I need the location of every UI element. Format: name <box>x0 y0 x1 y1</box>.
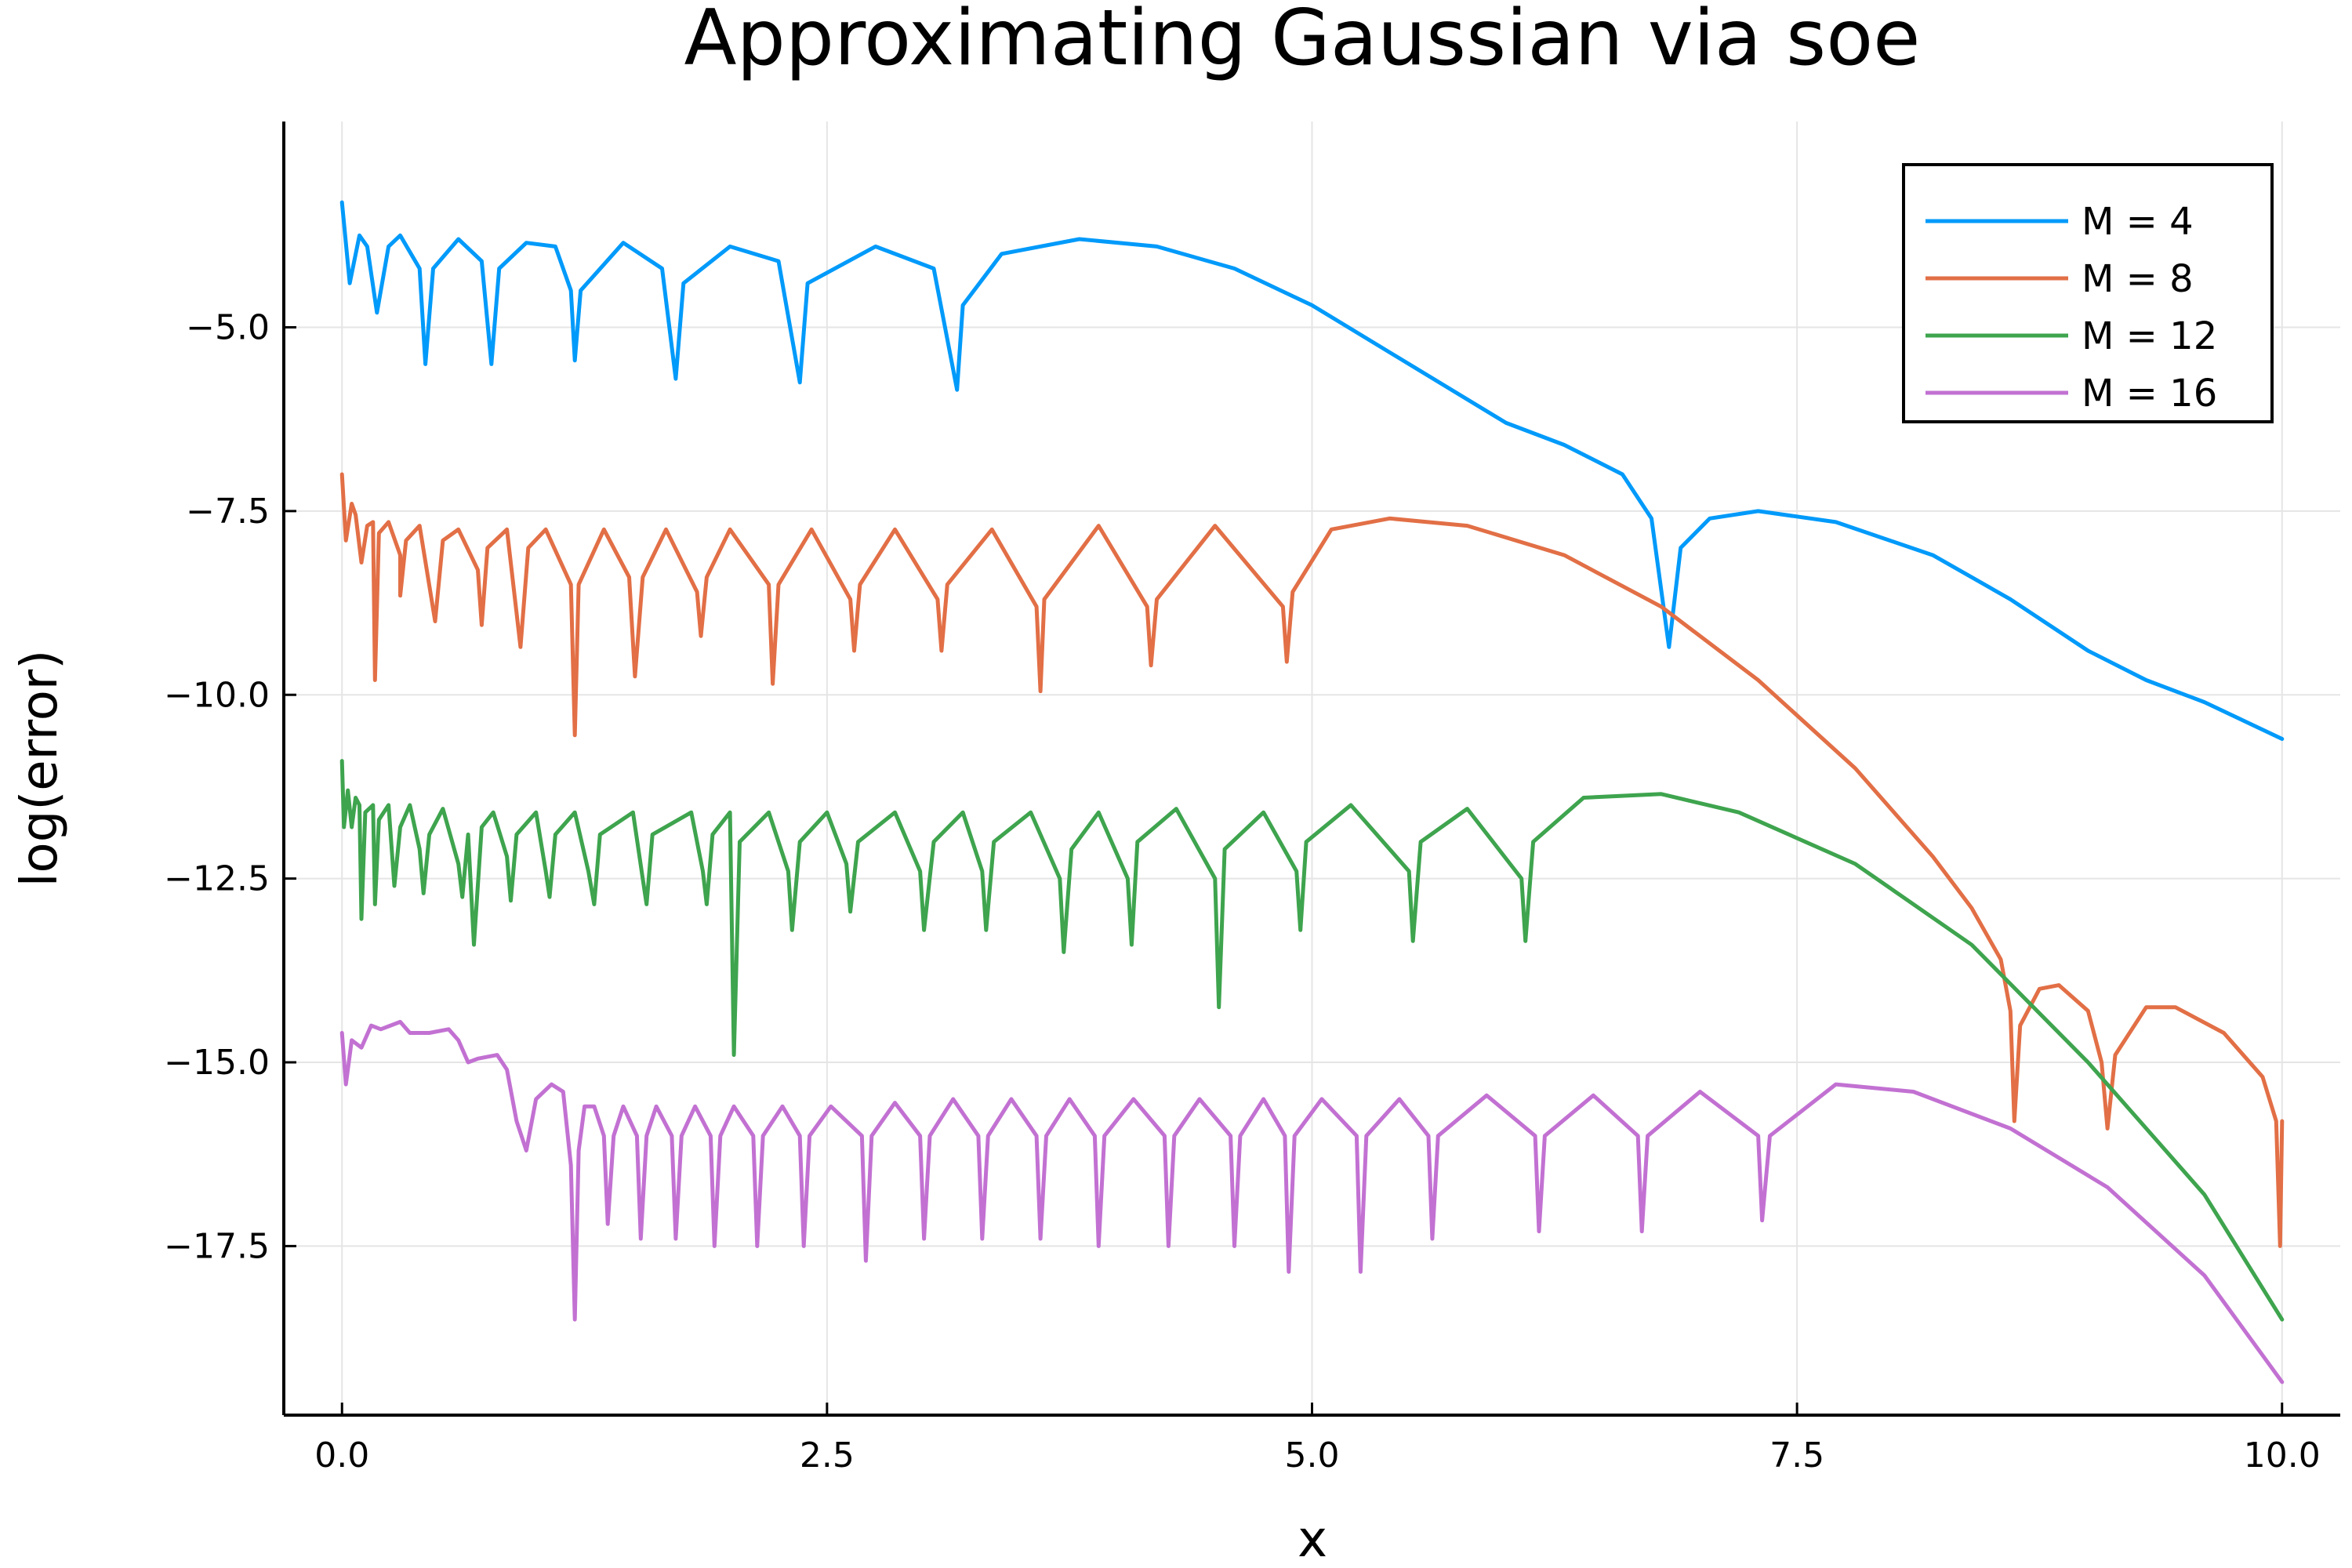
series-line-2 <box>339 472 2285 1248</box>
y-ticks: −5.0 −7.5 −10.0 −12.5 −15.0 −17.5 <box>164 308 296 1266</box>
x-axis-title: x <box>1298 1511 1327 1568</box>
series-layer <box>339 200 2285 1385</box>
y-tick-label: −15.0 <box>164 1043 270 1083</box>
legend-label-3: M = 12 <box>2082 314 2217 358</box>
legend-label-4: M = 16 <box>2082 372 2217 416</box>
legend: M = 4 M = 8 M = 12 M = 16 <box>1902 163 2274 423</box>
legend-label-1: M = 4 <box>2082 200 2194 244</box>
y-tick-label: −5.0 <box>186 308 270 348</box>
chart-title: Approximating Gaussian via soe <box>684 0 1921 83</box>
x-ticks: 0.0 2.5 5.0 7.5 10.0 <box>314 1403 2321 1475</box>
x-tick-label: 10.0 <box>2244 1436 2321 1475</box>
x-tick-label: 5.0 <box>1285 1436 1340 1475</box>
legend-box <box>1902 163 2274 423</box>
y-tick-label: −7.5 <box>186 492 270 532</box>
x-tick-label: 2.5 <box>800 1436 855 1475</box>
series-line-1 <box>339 200 2285 741</box>
legend-label-2: M = 8 <box>2082 257 2194 301</box>
x-tick-label: 0.0 <box>314 1436 369 1475</box>
grid <box>284 122 2340 1415</box>
y-tick-label: −17.5 <box>164 1226 270 1266</box>
y-tick-label: −12.5 <box>164 859 270 899</box>
x-tick-label: 7.5 <box>1769 1436 1824 1475</box>
y-tick-label: −10.0 <box>164 675 270 715</box>
y-axis-title: log(error) <box>11 650 69 887</box>
series-line-3 <box>339 759 2285 1322</box>
series-line-4 <box>339 1019 2285 1385</box>
